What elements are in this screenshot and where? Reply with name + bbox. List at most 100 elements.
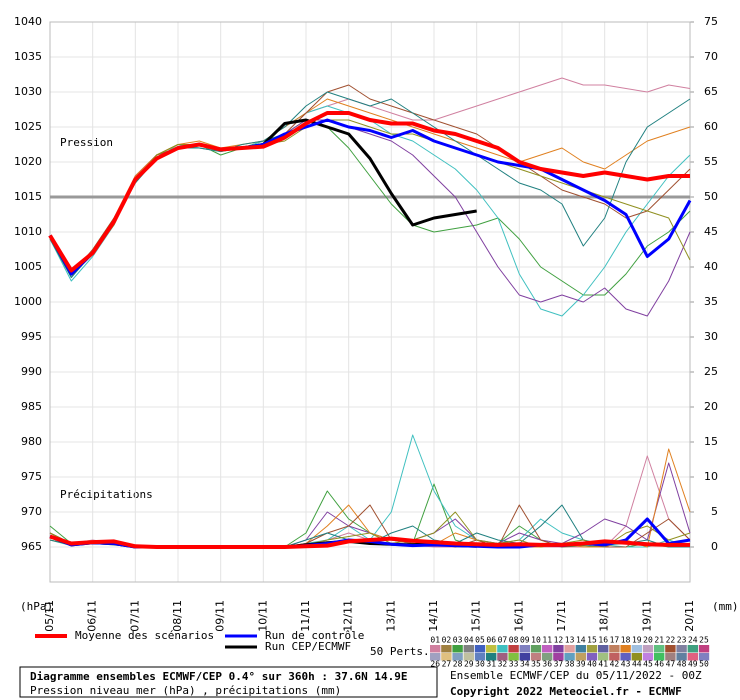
member-label: 14 <box>576 636 586 645</box>
member-label: 20 <box>643 636 653 645</box>
member-swatch <box>586 653 598 661</box>
copyright: Copyright 2022 Meteociel.fr - ECMWF <box>450 685 682 698</box>
y-tick-label: 1010 <box>14 225 42 238</box>
y2-tick-label: 25 <box>704 365 718 378</box>
member-swatch <box>586 645 598 653</box>
series-line <box>49 534 690 549</box>
member-swatch <box>553 645 564 653</box>
member-swatch <box>654 653 665 661</box>
x-tick-label: 08/11 <box>171 600 184 632</box>
member-label: 04 <box>464 636 474 645</box>
member-swatch <box>665 645 676 653</box>
member-label: 22 <box>666 636 676 645</box>
title-box <box>19 666 438 698</box>
member-swatch <box>486 653 497 661</box>
member-label: 44 <box>632 660 642 669</box>
member-label: 48 <box>677 660 687 669</box>
member-label: 35 <box>531 660 541 669</box>
member-swatch <box>474 653 486 661</box>
member-swatch <box>676 653 687 661</box>
member-swatch <box>676 645 687 653</box>
member-swatch <box>698 653 710 661</box>
member-swatch <box>631 645 642 653</box>
member-label: 50 <box>699 660 709 669</box>
member-label: 06 <box>486 636 496 645</box>
y-unit: (hPa) <box>20 600 53 613</box>
y-tick-label: 975 <box>21 470 42 483</box>
y-tick-label: 970 <box>21 505 42 518</box>
member-label: 13 <box>565 636 575 645</box>
member-label: 49 <box>688 660 698 669</box>
member-swatch <box>609 645 620 653</box>
member-swatch <box>508 645 519 653</box>
member-swatch <box>463 653 474 661</box>
y-tick-label: 1025 <box>14 120 42 133</box>
legend-label: Moyenne des scénarios <box>75 629 214 642</box>
y-tick-label: 1015 <box>14 190 42 203</box>
member-label: 09 <box>520 636 530 645</box>
member-label: 15 <box>587 636 597 645</box>
member-label: 42 <box>610 660 620 669</box>
member-label: 34 <box>520 660 530 669</box>
member-swatch <box>620 653 631 661</box>
member-label: 47 <box>666 660 676 669</box>
y2-tick-label: 10 <box>704 470 718 483</box>
member-label: 24 <box>688 636 698 645</box>
member-swatch <box>564 653 575 661</box>
member-swatch <box>609 653 620 661</box>
member-swatch <box>665 653 676 661</box>
member-swatch <box>654 645 665 653</box>
y2-tick-label: 0 <box>711 540 718 553</box>
y2-tick-label: 75 <box>704 15 718 28</box>
legend-label: Run CEP/ECMWF <box>265 640 351 653</box>
x-tick-label: 05/11 <box>43 600 56 632</box>
member-label: 10 <box>531 636 541 645</box>
x-tick-label: 07/11 <box>128 600 141 632</box>
member-swatch <box>519 653 530 661</box>
x-tick-label: 20/11 <box>683 600 696 632</box>
member-swatch <box>631 653 642 661</box>
member-label: 23 <box>677 636 687 645</box>
member-swatch <box>542 653 553 661</box>
x-tick-label: 16/11 <box>512 600 525 632</box>
y2-tick-label: 50 <box>704 190 718 203</box>
member-label: 43 <box>621 660 631 669</box>
x-tick-label: 13/11 <box>384 600 397 632</box>
member-label: 29 <box>464 660 474 669</box>
member-label: 30 <box>475 660 485 669</box>
member-label: 01 <box>430 636 440 645</box>
member-swatch <box>508 653 519 661</box>
member-swatch <box>519 645 530 653</box>
member-label: 27 <box>442 660 452 669</box>
y2-tick-label: 30 <box>704 330 718 343</box>
x-tick-label: 10/11 <box>256 600 269 632</box>
y2-tick-label: 45 <box>704 225 718 238</box>
pressure-label: Pression <box>60 136 113 149</box>
chart-title: Diagramme ensembles ECMWF/CEP 0.4° sur 3… <box>30 670 408 683</box>
y2-unit: (mm) <box>712 600 739 613</box>
member-swatch <box>553 653 564 661</box>
member-label: 38 <box>565 660 575 669</box>
member-label: 18 <box>621 636 631 645</box>
member-swatch <box>642 645 654 653</box>
member-label: 07 <box>498 636 508 645</box>
y2-tick-label: 60 <box>704 120 718 133</box>
member-label: 11 <box>542 636 552 645</box>
member-label: 16 <box>598 636 608 645</box>
y-tick-label: 985 <box>21 400 42 413</box>
member-label: 08 <box>509 636 519 645</box>
member-swatch <box>441 645 452 653</box>
member-label: 28 <box>453 660 463 669</box>
member-label: 02 <box>442 636 452 645</box>
y-tick-label: 990 <box>21 365 42 378</box>
member-swatch <box>497 653 508 661</box>
member-swatch <box>575 653 586 661</box>
member-swatch <box>430 653 441 661</box>
legend-label: Run de contrôle <box>265 629 364 642</box>
member-label: 19 <box>632 636 642 645</box>
series-line <box>48 111 690 273</box>
y2-tick-label: 65 <box>704 85 718 98</box>
y-tick-label: 965 <box>21 540 42 553</box>
